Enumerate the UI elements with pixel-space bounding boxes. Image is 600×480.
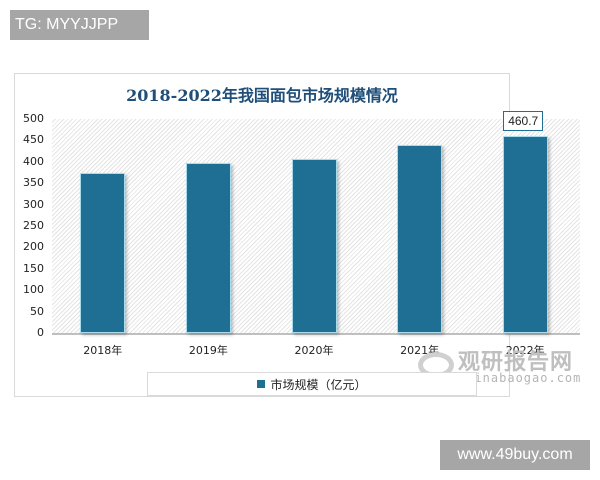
chart-title: 2018-2022年我国面包市场规模情况 [126,86,398,105]
y-tick-label: 150 [23,261,44,275]
y-tick-label: 500 [23,112,44,125]
bar [291,158,337,333]
y-tick-label: 400 [23,154,44,168]
bar [502,135,548,333]
y-tick-label: 100 [23,283,44,297]
legend-label: 市场规模（亿元） [270,377,367,392]
x-axis-line [52,333,580,335]
y-tick-label: 350 [23,176,44,190]
watermark-tag-bottom: www.49buy.com [440,440,590,470]
y-tick-label: 450 [23,133,44,147]
y-tick-label: 0 [37,326,44,339]
x-tick-label: 2022年 [505,344,545,357]
x-tick-label: 2020年 [294,344,334,357]
chart-legend: 市场规模（亿元） [147,372,477,396]
x-tick-label: 2018年 [83,344,123,357]
bar [397,144,443,333]
x-tick-label: 2019年 [188,344,228,357]
watermark-cn-text: 观研报告网 [458,350,574,375]
y-tick-label: 200 [23,240,44,254]
watermark-tag-top: TG: MYYJJPP [10,10,149,40]
data-label: 460.7 [503,110,544,131]
legend-swatch-icon [257,380,266,388]
bar [80,172,126,333]
bar [185,162,231,333]
y-tick-label: 50 [30,304,44,318]
y-tick-label: 300 [23,197,44,211]
watermark-en-text: chinabaogao.com [458,371,582,385]
y-tick-label: 250 [23,219,44,232]
